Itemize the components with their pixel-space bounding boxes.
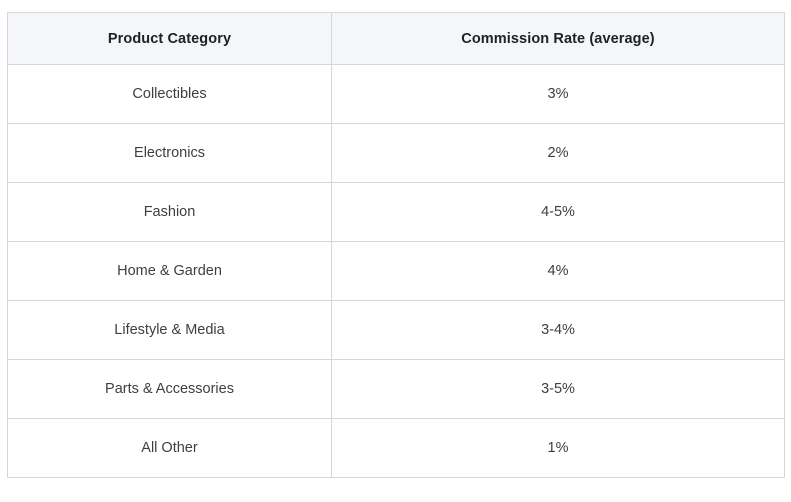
rate-cell: 3% — [331, 64, 785, 124]
header-row: Product Category Commission Rate (averag… — [7, 12, 785, 65]
commission-rate-table: Product Category Commission Rate (averag… — [7, 12, 785, 478]
category-cell: Home & Garden — [7, 241, 332, 301]
table-row: Electronics 2% — [7, 123, 785, 183]
rate-cell: 4% — [331, 241, 785, 301]
table-row: All Other 1% — [7, 418, 785, 478]
rate-cell: 2% — [331, 123, 785, 183]
category-cell: Fashion — [7, 182, 332, 242]
rate-cell: 3-5% — [331, 359, 785, 419]
table-row: Home & Garden 4% — [7, 241, 785, 301]
category-cell: Parts & Accessories — [7, 359, 332, 419]
rate-cell: 4-5% — [331, 182, 785, 242]
table-row: Collectibles 3% — [7, 64, 785, 124]
header-commission-rate: Commission Rate (average) — [331, 12, 785, 65]
table-row: Fashion 4-5% — [7, 182, 785, 242]
rate-cell: 3-4% — [331, 300, 785, 360]
category-cell: Electronics — [7, 123, 332, 183]
category-cell: Lifestyle & Media — [7, 300, 332, 360]
table-row: Lifestyle & Media 3-4% — [7, 300, 785, 360]
header-product-category: Product Category — [7, 12, 332, 65]
category-cell: Collectibles — [7, 64, 332, 124]
commission-rate-table-container: Product Category Commission Rate (averag… — [7, 12, 785, 478]
table-row: Parts & Accessories 3-5% — [7, 359, 785, 419]
category-cell: All Other — [7, 418, 332, 478]
rate-cell: 1% — [331, 418, 785, 478]
